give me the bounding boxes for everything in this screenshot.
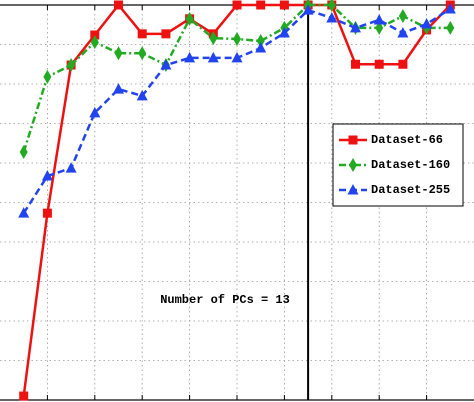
marker — [326, 12, 338, 23]
marker — [350, 21, 361, 33]
marker — [19, 391, 29, 401]
marker — [114, 0, 123, 10]
marker — [41, 170, 53, 181]
marker — [444, 2, 456, 14]
marker — [67, 58, 76, 73]
marker — [90, 30, 100, 40]
legend-marker — [348, 135, 358, 145]
marker — [18, 207, 30, 218]
marker — [256, 33, 265, 48]
marker — [114, 46, 123, 61]
marker — [19, 144, 28, 159]
legend-label: Dataset-66 — [371, 133, 443, 147]
marker — [421, 17, 433, 29]
legend-label: Dataset-255 — [371, 183, 450, 197]
legend-marker — [349, 158, 357, 172]
marker — [43, 69, 52, 84]
marker — [184, 51, 196, 63]
marker — [256, 0, 266, 10]
marker — [90, 35, 99, 50]
marker — [42, 208, 52, 218]
legend-label: Dataset-160 — [371, 158, 450, 172]
marker — [279, 0, 289, 10]
marker — [231, 51, 243, 63]
annotation: Number of PCs = 13 — [160, 293, 290, 307]
marker — [209, 31, 218, 46]
marker — [397, 27, 409, 38]
marker — [302, 4, 314, 15]
marker — [160, 59, 172, 70]
marker — [89, 106, 101, 118]
marker — [136, 89, 148, 101]
marker — [161, 29, 171, 39]
marker — [374, 59, 384, 69]
marker — [398, 9, 407, 24]
legend-marker — [347, 184, 359, 195]
marker — [255, 42, 267, 53]
marker — [398, 59, 408, 69]
marker — [233, 31, 241, 46]
marker — [373, 14, 385, 25]
marker — [185, 11, 194, 26]
marker — [278, 27, 290, 38]
marker — [327, 0, 336, 12]
marker — [207, 51, 219, 63]
marker — [137, 29, 147, 39]
marker — [113, 83, 124, 94]
marker — [351, 59, 360, 69]
marker — [138, 46, 147, 61]
marker — [232, 0, 242, 10]
marker — [65, 162, 77, 173]
marker — [446, 20, 455, 35]
